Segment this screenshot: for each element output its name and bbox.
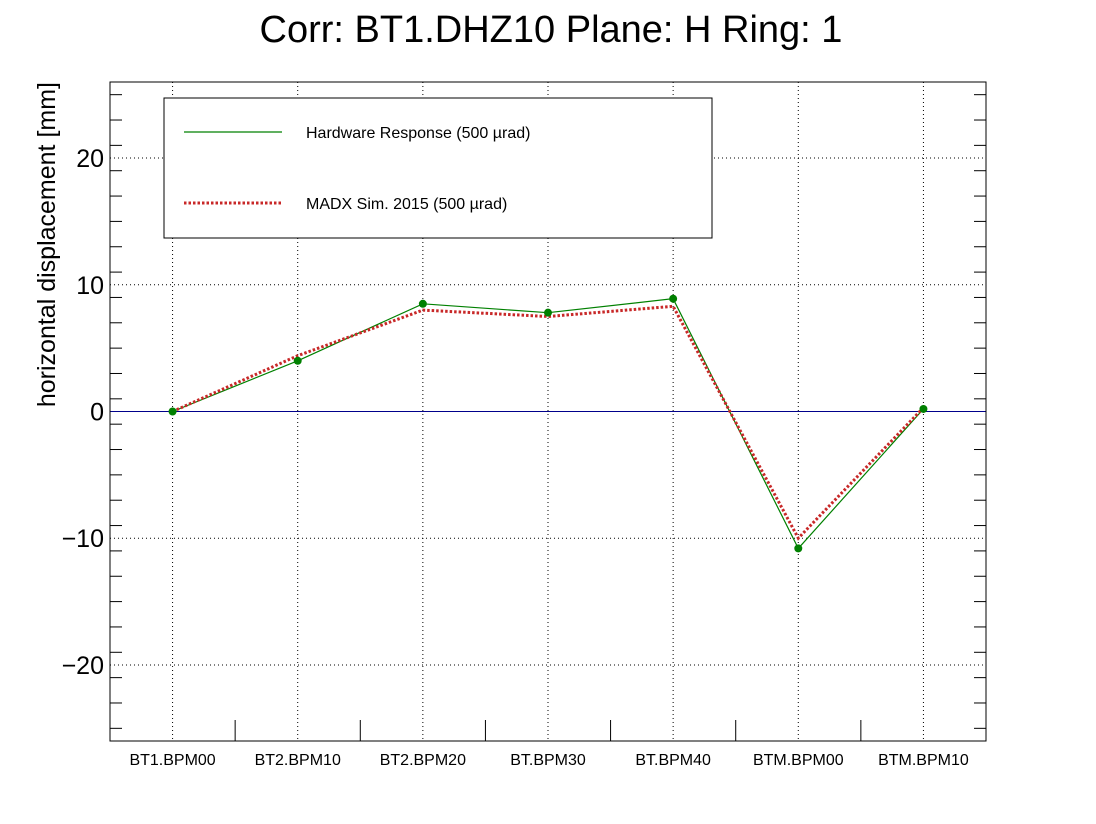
x-tick-label: BT.BPM40 [635,752,711,769]
y-tick-label: −10 [62,525,104,553]
series-line-1 [171,304,925,541]
legend-entries: Hardware Response (500 µrad) MADX Sim. 20… [184,125,530,213]
plot-frame [109,81,987,742]
y-axis-label: horizontal displacement [mm] [33,82,61,407]
legend: Hardware Response (500 µrad) MADX Sim. 20… [163,97,713,239]
series-point-0 [544,308,552,317]
y-tick-label: 0 [90,399,104,427]
legend-label-1: MADX Sim. 2015 (500 µrad) [306,196,507,213]
series-point-0 [919,404,928,413]
x-tick-label: BT2.BPM10 [255,752,341,769]
series-layer [168,294,928,553]
series-point-0 [794,544,803,553]
legend-label-0: Hardware Response (500 µrad) [306,125,530,142]
y-tick-label: 20 [76,145,104,173]
x-tick-label: BT2.BPM20 [380,752,466,769]
y-axis: −20 −10 0 10 20 [62,94,986,729]
legend-box [163,97,713,239]
x-tick-label: BT1.BPM00 [129,752,215,769]
series-point-0 [669,294,678,303]
series-point-0 [168,407,177,416]
x-tick-label: BTM.BPM00 [753,752,844,769]
x-tick-label: BTM.BPM10 [878,752,969,769]
y-tick-label: 10 [76,272,104,300]
series-point-0 [293,356,302,365]
chart-title: Corr: BT1.DHZ10 Plane: H Ring: 1 [260,9,843,51]
x-tick-label: BT.BPM30 [510,752,586,769]
y-tick-label: −20 [62,652,104,680]
series-point-0 [418,299,427,308]
x-axis: BT1.BPM00 BT2.BPM10 BT2.BPM20 BT.BPM30 BT.BP… [129,720,969,769]
